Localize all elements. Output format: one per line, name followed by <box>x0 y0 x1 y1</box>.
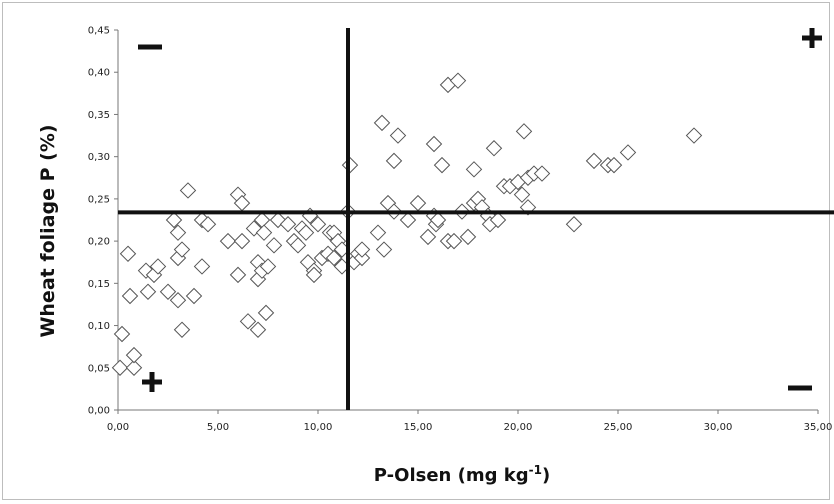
data-point <box>419 228 437 246</box>
data-point <box>239 313 257 330</box>
data-point <box>173 321 191 338</box>
data-point <box>485 140 503 157</box>
data-point <box>585 152 603 170</box>
reference-lines <box>118 28 834 410</box>
data-point <box>179 182 197 199</box>
x-tick-label: 20,00 <box>504 422 533 433</box>
data-point <box>255 224 273 241</box>
x-axis-title-main: P-Olsen (mg kg <box>374 465 529 486</box>
data-point <box>257 304 275 322</box>
data-point <box>369 224 387 241</box>
data-point <box>199 216 217 233</box>
data-point <box>619 144 637 161</box>
data-point <box>259 258 277 275</box>
data-point <box>445 232 463 250</box>
x-tick-label: 0,00 <box>107 422 129 433</box>
data-point <box>305 266 323 284</box>
data-point <box>165 211 183 229</box>
y-axis-title: Wheat foliage P (%) <box>37 124 59 337</box>
data-point <box>159 283 177 300</box>
data-point <box>409 194 427 212</box>
data-point <box>325 249 343 267</box>
x-tick-label: 15,00 <box>404 422 433 433</box>
data-point <box>265 237 283 254</box>
data-point <box>125 346 143 364</box>
x-axis-title: P-Olsen (mg kg-1) <box>374 463 550 486</box>
data-point <box>433 156 451 174</box>
data-point <box>297 224 315 241</box>
data-point <box>193 258 211 275</box>
data-point <box>565 216 583 233</box>
data-points <box>111 72 703 376</box>
data-point <box>459 228 477 246</box>
y-tick-label: 0,45 <box>88 26 110 37</box>
data-point <box>219 232 237 250</box>
y-tick-label: 0,35 <box>88 110 110 121</box>
data-point <box>399 211 417 229</box>
data-point <box>353 241 371 258</box>
y-tick-label: 0,40 <box>88 68 110 79</box>
quadrant-sign-bottom-left <box>142 372 162 392</box>
data-point <box>111 359 129 376</box>
data-point <box>685 127 703 144</box>
data-point <box>121 287 139 305</box>
x-tick-label: 25,00 <box>604 422 633 433</box>
data-point <box>173 241 191 258</box>
data-point <box>465 161 483 178</box>
data-point <box>373 114 391 132</box>
data-point <box>533 165 551 182</box>
x-tick-label: 5,00 <box>207 422 229 433</box>
data-point <box>353 249 371 267</box>
x-axis-title-sup: -1 <box>529 463 542 477</box>
x-tick-label: 30,00 <box>704 422 733 433</box>
data-point <box>489 211 507 229</box>
data-point <box>233 232 251 250</box>
data-point <box>513 186 531 203</box>
data-point <box>185 287 203 305</box>
quadrant-sign-top-right <box>802 28 822 48</box>
data-point <box>149 258 167 275</box>
data-point <box>249 321 267 338</box>
quadrant-signs <box>138 28 822 392</box>
y-tick-label: 0,00 <box>88 406 110 417</box>
data-point <box>113 325 131 343</box>
axes <box>117 30 818 411</box>
y-tick-label: 0,20 <box>88 237 110 248</box>
data-point <box>119 245 137 262</box>
quadrant-sign-top-left <box>138 44 162 50</box>
data-point <box>429 211 447 229</box>
x-tick-label: 10,00 <box>304 422 333 433</box>
y-tick-label: 0,30 <box>88 152 110 163</box>
data-point <box>309 216 327 233</box>
data-point <box>605 156 623 174</box>
tick-marks: 0,00 0,05 0,10 0,15 0,20 0,25 0,30 0,35 0,40 0,45… <box>88 26 833 434</box>
data-point <box>279 216 297 233</box>
data-point <box>125 359 143 376</box>
data-point <box>389 127 407 144</box>
data-point <box>515 123 533 140</box>
data-point <box>425 135 443 153</box>
y-tick-label: 0,15 <box>88 279 110 290</box>
x-axis-title-end: ) <box>542 465 550 486</box>
data-point <box>289 237 307 254</box>
y-tick-label: 0,25 <box>88 194 110 205</box>
data-point <box>375 241 393 258</box>
data-point <box>169 292 187 309</box>
data-point <box>449 72 467 89</box>
y-tick-label: 0,05 <box>88 363 110 374</box>
data-point <box>139 283 157 300</box>
data-point <box>169 224 187 241</box>
data-point <box>229 266 247 284</box>
y-tick-label: 0,10 <box>88 321 110 332</box>
quadrant-sign-bottom-right <box>788 385 812 391</box>
data-point <box>385 152 403 170</box>
x-tick-label: 35,00 <box>804 422 833 433</box>
